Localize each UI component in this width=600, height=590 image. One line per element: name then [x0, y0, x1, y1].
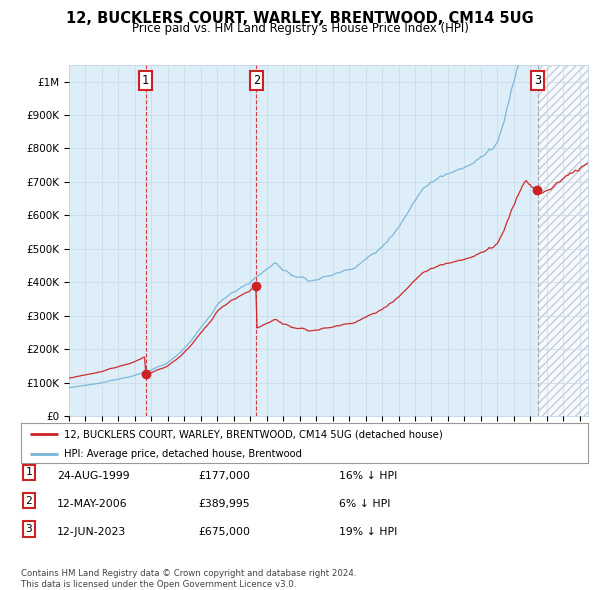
Bar — [538, 65, 588, 416]
Text: 3: 3 — [534, 74, 541, 87]
Text: 3: 3 — [25, 524, 32, 534]
Text: 2: 2 — [25, 496, 32, 506]
Text: 12-MAY-2006: 12-MAY-2006 — [57, 499, 128, 509]
Bar — [538, 65, 588, 416]
Text: £675,000: £675,000 — [198, 527, 250, 537]
Text: HPI: Average price, detached house, Brentwood: HPI: Average price, detached house, Bren… — [64, 450, 302, 460]
Text: Contains HM Land Registry data © Crown copyright and database right 2024.
This d: Contains HM Land Registry data © Crown c… — [21, 569, 356, 589]
Text: 6% ↓ HPI: 6% ↓ HPI — [339, 499, 391, 509]
Text: 1: 1 — [25, 467, 32, 477]
Bar — [538, 65, 588, 416]
Text: £389,995: £389,995 — [198, 499, 250, 509]
Text: 12, BUCKLERS COURT, WARLEY, BRENTWOOD, CM14 5UG (detached house): 12, BUCKLERS COURT, WARLEY, BRENTWOOD, C… — [64, 430, 442, 440]
Text: £177,000: £177,000 — [198, 471, 250, 481]
Text: 12-JUN-2023: 12-JUN-2023 — [57, 527, 126, 537]
Text: 16% ↓ HPI: 16% ↓ HPI — [339, 471, 397, 481]
Text: 24-AUG-1999: 24-AUG-1999 — [57, 471, 130, 481]
Text: 19% ↓ HPI: 19% ↓ HPI — [339, 527, 397, 537]
Text: 2: 2 — [253, 74, 260, 87]
Text: 12, BUCKLERS COURT, WARLEY, BRENTWOOD, CM14 5UG: 12, BUCKLERS COURT, WARLEY, BRENTWOOD, C… — [66, 11, 534, 25]
Text: Price paid vs. HM Land Registry's House Price Index (HPI): Price paid vs. HM Land Registry's House … — [131, 22, 469, 35]
Text: 1: 1 — [142, 74, 149, 87]
